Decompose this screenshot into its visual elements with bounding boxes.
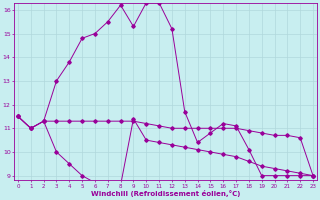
X-axis label: Windchill (Refroidissement éolien,°C): Windchill (Refroidissement éolien,°C) — [91, 190, 240, 197]
